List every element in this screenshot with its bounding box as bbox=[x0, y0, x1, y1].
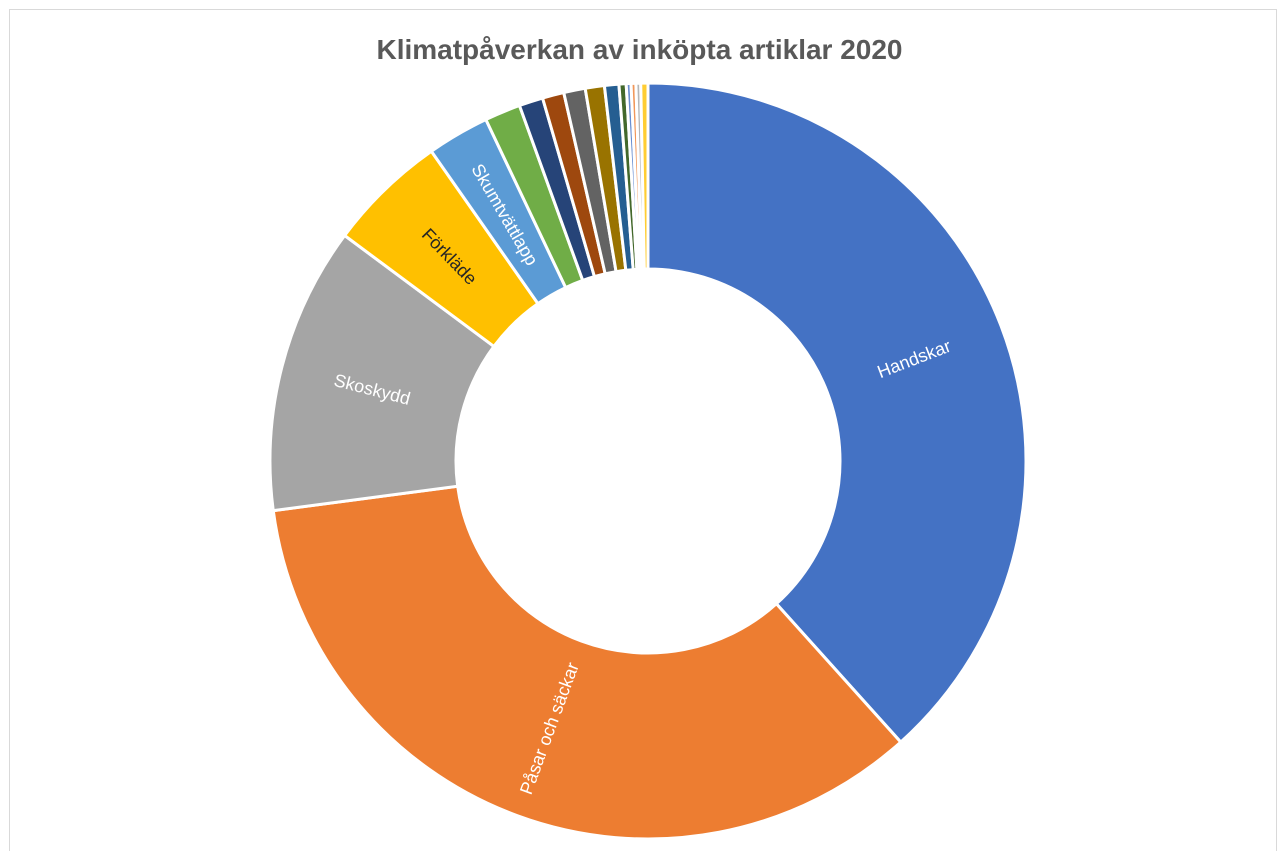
slice-handskar bbox=[646, 81, 1028, 745]
slice-16 bbox=[639, 81, 650, 271]
chart-title: Klimatpåverkan av inköpta artiklar 2020 bbox=[376, 34, 903, 65]
slice-skoskydd bbox=[268, 233, 497, 513]
slice-pasar-och-sackar bbox=[271, 484, 903, 841]
